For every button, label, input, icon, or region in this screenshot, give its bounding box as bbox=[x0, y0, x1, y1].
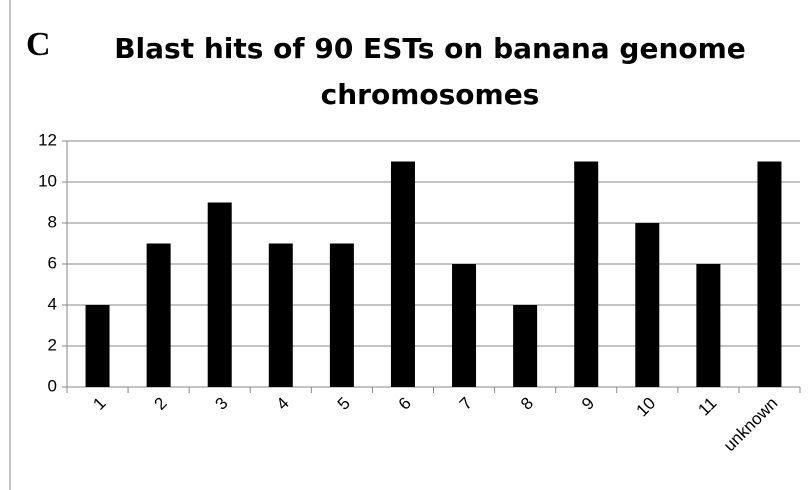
bar bbox=[146, 243, 171, 387]
x-tick-label: 9 bbox=[578, 394, 598, 414]
bar bbox=[207, 202, 232, 387]
chart-title: Blast hits of 90 ESTs on banana genome c… bbox=[114, 32, 746, 111]
y-tick-label: 8 bbox=[48, 212, 57, 231]
x-tick-label: unknown bbox=[720, 394, 782, 456]
bar bbox=[329, 243, 354, 387]
x-tick-label: 3 bbox=[212, 394, 232, 414]
bar bbox=[390, 161, 415, 387]
bar bbox=[268, 243, 293, 387]
x-tick-label: 8 bbox=[517, 394, 537, 414]
x-tick-label: 1 bbox=[89, 394, 109, 414]
y-tick-label: 4 bbox=[48, 294, 57, 313]
y-tick-label: 2 bbox=[48, 335, 57, 354]
x-tick-label: 10 bbox=[632, 394, 659, 421]
bar bbox=[513, 305, 538, 387]
bar bbox=[757, 161, 782, 387]
y-tick-label: 6 bbox=[48, 253, 57, 272]
y-tick-label: 10 bbox=[38, 171, 57, 190]
bar bbox=[574, 161, 599, 387]
y-tick-label: 0 bbox=[48, 376, 57, 395]
x-tick-label: 11 bbox=[694, 394, 720, 420]
bar bbox=[85, 305, 110, 387]
x-tick-label: 5 bbox=[334, 394, 354, 414]
x-tick-label: 7 bbox=[456, 394, 476, 414]
bar bbox=[452, 264, 477, 387]
x-tick-label: 4 bbox=[273, 394, 293, 414]
bar bbox=[696, 264, 721, 387]
panel-label: C bbox=[26, 26, 51, 63]
x-tick-label: 6 bbox=[395, 394, 415, 414]
bar bbox=[635, 223, 660, 387]
x-tick-label: 2 bbox=[150, 394, 170, 414]
y-tick-label: 12 bbox=[38, 130, 57, 149]
